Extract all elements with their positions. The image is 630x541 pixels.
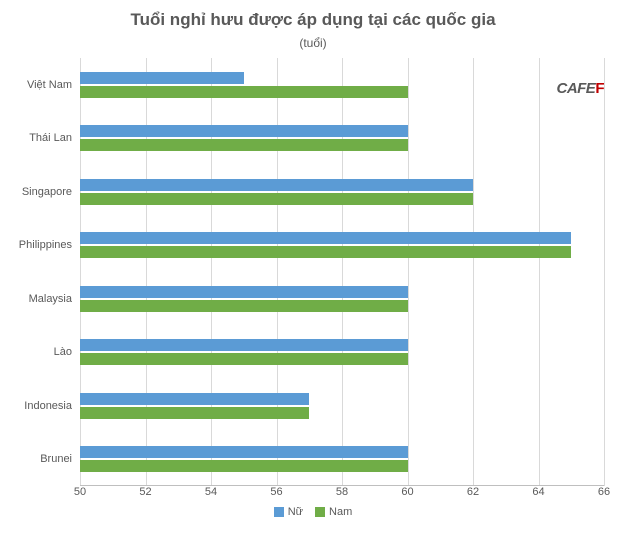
bar-nam [80,86,408,98]
category-label: Malaysia [14,293,80,305]
bar-nữ [80,179,473,191]
bar-nam [80,353,408,365]
x-axis: 505254565860626466 [80,486,604,504]
bar-nữ [80,232,571,244]
plot-area: Việt NamThái LanSingaporePhilippinesMala… [80,58,604,486]
x-tick-label: 56 [270,486,282,498]
bar-nữ [80,339,408,351]
category-row: Thái Lan [80,112,604,166]
x-tick-label: 62 [467,486,479,498]
retirement-age-chart: Tuổi nghỉ hưu được áp dụng tại các quốc … [0,0,630,541]
legend-label: Nam [329,506,352,518]
x-tick-label: 58 [336,486,348,498]
legend-item: Nam [315,506,352,518]
legend: Nữ Nam [14,506,612,520]
category-row: Indonesia [80,379,604,433]
bar-nữ [80,393,309,405]
category-label: Việt Nam [14,79,80,91]
chart-title: Tuổi nghỉ hưu được áp dụng tại các quốc … [14,10,612,30]
category-label: Indonesia [14,400,80,412]
category-row: Lào [80,326,604,380]
bar-nam [80,407,309,419]
bar-nam [80,300,408,312]
category-label: Brunei [14,453,80,465]
bar-nữ [80,72,244,84]
category-label: Philippines [14,239,80,251]
category-label: Singapore [14,186,80,198]
x-tick-label: 54 [205,486,217,498]
x-tick-label: 64 [532,486,544,498]
bar-nữ [80,286,408,298]
x-tick-label: 52 [139,486,151,498]
bar-nam [80,460,408,472]
bar-nam [80,139,408,151]
bar-nữ [80,125,408,137]
gridline [604,58,605,486]
category-row: Philippines [80,219,604,273]
x-tick-label: 66 [598,486,610,498]
category-label: Thái Lan [14,132,80,144]
legend-swatch [274,507,284,517]
x-tick-label: 50 [74,486,86,498]
category-row: Singapore [80,165,604,219]
category-row: Malaysia [80,272,604,326]
x-tick-label: 60 [401,486,413,498]
category-row: Brunei [80,433,604,487]
legend-swatch [315,507,325,517]
category-label: Lào [14,346,80,358]
bar-nam [80,193,473,205]
chart-subtitle: (tuổi) [14,36,612,50]
bar-nữ [80,446,408,458]
legend-item: Nữ [274,506,303,518]
category-row: Việt Nam [80,58,604,112]
legend-label: Nữ [288,506,303,518]
bar-nam [80,246,571,258]
